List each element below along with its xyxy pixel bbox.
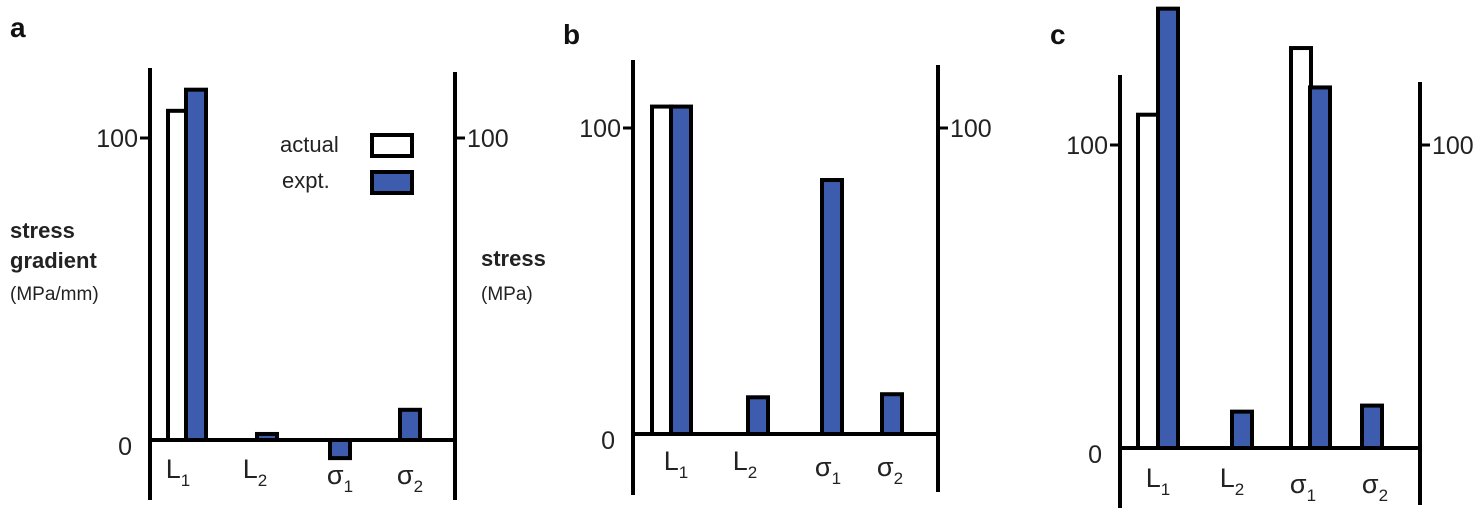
legend-expt-swatch: [370, 170, 414, 195]
panel-a-bar-expt-3: [398, 407, 422, 442]
panel-c-bar-expt-2: [1308, 85, 1332, 451]
legend-actual-label: actual: [280, 132, 339, 157]
panel-b-left-tick-label-0: 0: [601, 427, 615, 455]
panel-a-category-label-2: σ1: [327, 460, 353, 496]
panel-c-category-label-2: σ1: [1290, 469, 1316, 505]
panel-b-category-label-2: σ1: [815, 452, 841, 488]
legend-actual-swatch: [370, 133, 414, 158]
panel-c-category-label-0: L1: [1146, 463, 1171, 499]
panel-a-right-tick-label-100: 100: [467, 125, 509, 153]
panel-label-b: b: [563, 19, 580, 50]
panel-c-bar-expt-3: [1360, 403, 1384, 450]
panel-c-bar-actual-0: [1136, 112, 1160, 450]
panel-c-bar-expt-0: [1156, 6, 1180, 451]
panel-c-right-tick-label-100: 100: [1432, 132, 1474, 160]
panel-a-category-label-0: L1: [166, 454, 191, 490]
right-axis-title: stress: [481, 246, 546, 271]
panel-b-left-tick-label-100: 100: [579, 115, 621, 143]
panel-a-left-tick-label-100: 100: [96, 125, 138, 153]
panel-a-left-tick-label-0: 0: [118, 433, 132, 461]
panel-c-category-label-1: L2: [1220, 463, 1245, 499]
panel-c-category-label-3: σ2: [1362, 469, 1388, 505]
panel-c-left-tick-label-100: 100: [1066, 132, 1108, 160]
panel-label-c: c: [1050, 19, 1066, 50]
panel-b-category-label-3: σ2: [877, 452, 903, 488]
panel-b-bar-expt-1: [746, 395, 770, 436]
panel-a-bar-expt-2: [328, 438, 352, 461]
right-axis-units: (MPa): [481, 284, 533, 305]
left-axis-title-line2: gradient: [10, 248, 97, 273]
panel-a-bar-expt-0: [184, 87, 208, 443]
panel-b-category-label-1: L2: [733, 446, 758, 482]
left-axis-units: (MPa/mm): [10, 284, 99, 305]
panel-b-bar-expt-2: [820, 178, 844, 436]
panel-b-bar-expt-0: [669, 104, 693, 437]
panel-c-bar-expt-1: [1230, 409, 1254, 451]
panel-c-left-tick-label-0: 0: [1088, 441, 1102, 469]
panel-b-bar-expt-3: [880, 392, 904, 436]
panel-b-category-label-0: L1: [664, 446, 689, 482]
panel-b-right-tick-label-100: 100: [950, 115, 992, 143]
left-axis-title-line1: stress: [10, 218, 75, 243]
panel-a-category-label-3: σ2: [397, 460, 423, 496]
plots-group: 100 0 100 L1 L2 σ1 σ2 100 0 100 L1 L2 σ1 σ2 100 0 100 L1 L…: [96, 6, 1474, 508]
panel-label-a: a: [10, 12, 26, 43]
panel-a-category-label-1: L2: [243, 454, 268, 490]
legend-expt-label: expt.: [282, 168, 330, 193]
